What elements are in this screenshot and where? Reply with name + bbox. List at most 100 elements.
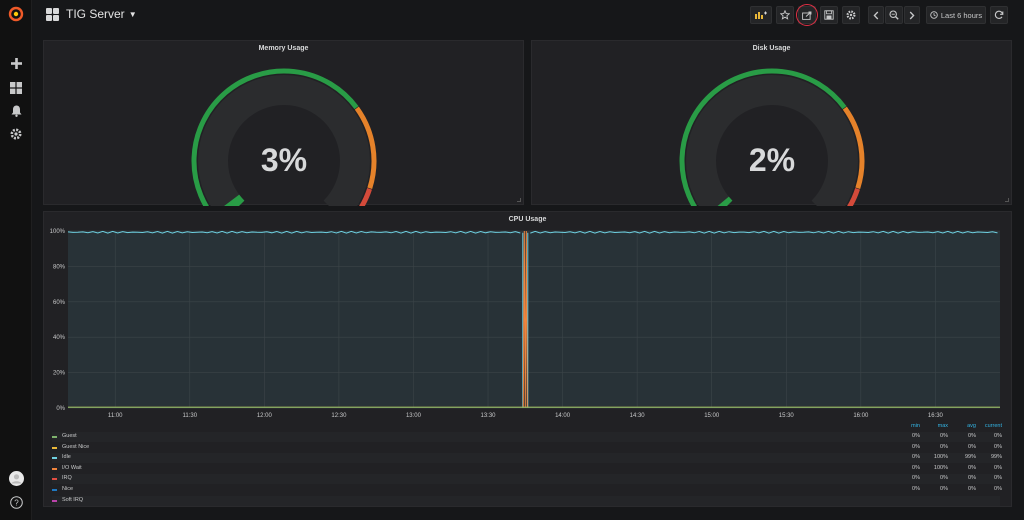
legend-series-name: Idle xyxy=(62,454,71,461)
dashboard-title: TIG Server xyxy=(66,7,125,21)
refresh-icon xyxy=(994,10,1004,19)
avatar[interactable] xyxy=(8,470,24,486)
legend-row[interactable]: IRQ 0% 0% 0% 0% xyxy=(52,474,1002,485)
legend-value-max: 0% xyxy=(940,443,948,450)
legend-value-avg: 0% xyxy=(968,486,976,492)
star-icon xyxy=(780,10,790,20)
clock-icon xyxy=(930,11,938,19)
legend-row[interactable]: Soft IRQ xyxy=(52,495,1000,506)
disk-usage-panel: Disk Usage 2% xyxy=(531,40,1012,206)
x-tick-label: 16:00 xyxy=(853,413,869,417)
legend-value-max: 0% xyxy=(940,486,948,492)
gauge-threshold-arc xyxy=(679,68,847,206)
legend-value-min: 0% xyxy=(912,475,920,482)
legend-row[interactable]: Nice 0% 0% 0% 0% xyxy=(52,485,1002,495)
dashboard-grid-icon xyxy=(46,7,59,21)
legend-value-current: 0% xyxy=(994,475,1002,482)
refresh-button[interactable] xyxy=(990,6,1008,24)
resize-handle[interactable] xyxy=(517,198,521,202)
legend-value-max: 0% xyxy=(940,475,948,482)
time-range-label: Last 6 hours xyxy=(940,10,983,20)
gauge-threshold-arc xyxy=(354,106,377,190)
time-picker-button[interactable]: Last 6 hours xyxy=(926,6,986,24)
add-panel-button[interactable] xyxy=(750,6,772,24)
legend-swatch xyxy=(52,436,57,438)
y-tick-label: 40% xyxy=(53,335,66,341)
zoom-out-button[interactable] xyxy=(885,6,903,24)
time-shift-back-button[interactable] xyxy=(868,6,884,24)
legend-series-name: IRQ xyxy=(62,475,72,482)
legend-value-avg: 0% xyxy=(968,475,976,482)
y-tick-label: 20% xyxy=(53,371,66,377)
gauge-threshold-arc xyxy=(359,187,372,206)
legend-value-current: 0% xyxy=(994,433,1002,439)
x-tick-label: 13:30 xyxy=(481,413,497,417)
help-icon[interactable]: ? xyxy=(8,494,24,510)
save-button[interactable] xyxy=(820,6,838,24)
legend-row[interactable]: I/O Wait 0% 100% 0% 0% xyxy=(52,464,1002,474)
x-tick-label: 12:00 xyxy=(257,413,273,417)
dashboard-picker[interactable]: TIG Server ▼ xyxy=(46,7,137,21)
legend-column-header[interactable]: current xyxy=(984,423,1002,429)
memory-usage-panel: Memory Usage 3% xyxy=(43,40,524,206)
time-shift-forward-button[interactable] xyxy=(904,6,920,24)
gauge-threshold-arc xyxy=(842,106,865,190)
legend-row[interactable]: Guest Nice 0% 0% 0% 0% xyxy=(52,443,1002,453)
legend-value-max: 0% xyxy=(940,433,948,439)
y-tick-label: 0% xyxy=(56,406,65,412)
legend-value-min: 0% xyxy=(912,464,920,471)
legend-value-avg: 0% xyxy=(968,433,976,439)
legend-swatch xyxy=(52,499,57,502)
series-line-idle xyxy=(530,230,998,234)
panel-title[interactable]: Disk Usage xyxy=(752,45,791,52)
gauge-track xyxy=(686,75,858,206)
plot-area xyxy=(68,231,1000,408)
legend-value-avg: 0% xyxy=(968,464,976,471)
series-line-io-wait xyxy=(522,230,528,409)
x-tick-label: 15:30 xyxy=(779,413,795,417)
legend-value-current: 0% xyxy=(994,443,1002,450)
plus-icon[interactable] xyxy=(8,55,24,71)
legend-swatch xyxy=(52,457,57,460)
x-tick-label: 15:00 xyxy=(704,413,720,417)
legend-column-header[interactable]: min xyxy=(911,423,920,429)
series-line-idle xyxy=(522,232,529,408)
x-tick-label: 12:30 xyxy=(331,413,347,417)
x-tick-label: 14:30 xyxy=(630,413,646,417)
panel-title[interactable]: Memory Usage xyxy=(258,45,309,52)
x-tick-label: 16:30 xyxy=(928,413,944,417)
bell-icon[interactable] xyxy=(8,103,24,119)
legend-column-header[interactable]: avg xyxy=(967,423,976,429)
y-tick-label: 80% xyxy=(53,264,66,270)
gauge-threshold-arc xyxy=(191,68,359,206)
resize-handle[interactable] xyxy=(1005,198,1009,202)
legend-value-min: 0% xyxy=(912,443,920,450)
star-button[interactable] xyxy=(776,6,794,24)
y-tick-label: 100% xyxy=(50,229,66,235)
legend-value-min: 0% xyxy=(912,486,920,492)
settings-button[interactable] xyxy=(842,6,860,24)
legend-value-min: 0% xyxy=(912,454,920,461)
zoom-out-icon xyxy=(889,10,899,20)
cpu-usage-chart: 100% 80% 60% 40% 20% 0% 11:00 11:30 12:00 12:30 13… xyxy=(50,229,1000,417)
legend-column-header[interactable]: max xyxy=(937,423,948,429)
legend-row[interactable]: Idle 0% 100% 99% 99% xyxy=(52,453,1002,464)
y-tick-label: 60% xyxy=(53,300,66,306)
chevron-right-icon xyxy=(909,11,915,19)
dashboards-icon[interactable] xyxy=(8,80,24,96)
dashboard-navbar: TIG Server ▼ xyxy=(32,0,1024,32)
chevron-left-icon xyxy=(873,11,879,19)
legend-series-name: Nice xyxy=(62,486,74,492)
grafana-logo-icon[interactable] xyxy=(8,6,24,22)
legend-swatch xyxy=(52,478,57,481)
legend-value-min: 0% xyxy=(912,433,920,439)
cpu-usage-panel: CPU Usage 100% 80% 60% 40% 20% 0% 11:00 11:30 12… xyxy=(43,211,1012,507)
gauge-value-arc xyxy=(224,194,245,206)
gear-icon[interactable] xyxy=(8,126,24,142)
panel-title[interactable]: CPU Usage xyxy=(508,216,547,223)
legend-row[interactable]: Guest 0% 0% 0% 0% xyxy=(52,432,1002,442)
highlight-circle xyxy=(796,4,818,26)
gauge-value-text: 3% xyxy=(261,142,307,178)
legend-value-current: 0% xyxy=(994,464,1002,471)
save-icon xyxy=(824,10,834,20)
